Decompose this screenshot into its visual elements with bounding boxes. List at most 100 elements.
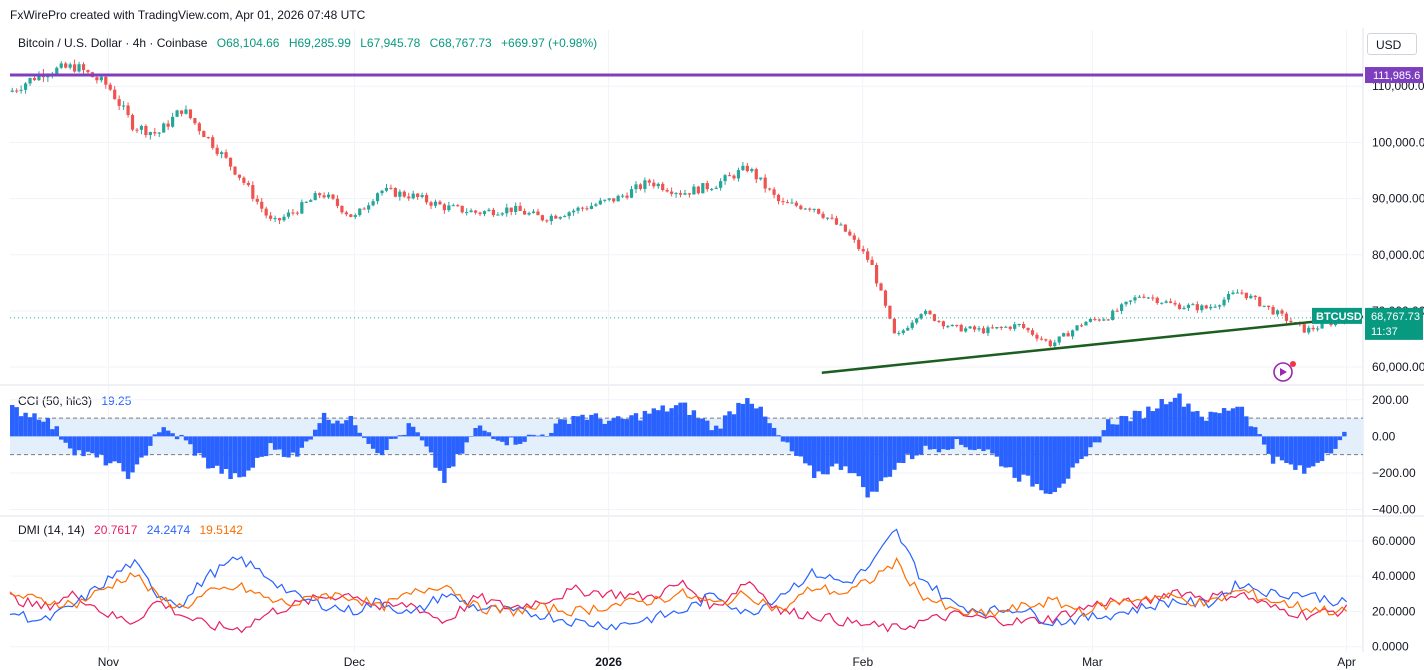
candle-body[interactable]: [995, 327, 999, 329]
candle-body[interactable]: [28, 78, 32, 84]
candle-body[interactable]: [1097, 319, 1101, 321]
candle-body[interactable]: [1226, 293, 1231, 300]
candle-body[interactable]: [692, 186, 696, 195]
candle-body[interactable]: [32, 78, 37, 81]
candle-body[interactable]: [64, 63, 68, 68]
candle-body[interactable]: [309, 200, 313, 202]
candle-body[interactable]: [687, 193, 692, 195]
candle-body[interactable]: [322, 195, 326, 198]
candle-body[interactable]: [558, 216, 562, 219]
candle-body[interactable]: [108, 84, 112, 90]
candle-body[interactable]: [950, 324, 954, 327]
candle-body[interactable]: [358, 208, 362, 216]
candle-body[interactable]: [901, 330, 905, 334]
candle-body[interactable]: [937, 320, 941, 322]
candle-body[interactable]: [1035, 334, 1039, 339]
candle-body[interactable]: [211, 137, 215, 148]
candle-body[interactable]: [981, 328, 986, 334]
candle-body[interactable]: [340, 205, 344, 213]
candle-body[interactable]: [326, 194, 331, 198]
candle-body[interactable]: [652, 182, 656, 187]
candle-body[interactable]: [759, 177, 763, 180]
candle-body[interactable]: [77, 64, 81, 72]
candle-body[interactable]: [233, 166, 237, 175]
candle-body[interactable]: [580, 207, 585, 209]
candle-body[interactable]: [1311, 327, 1315, 330]
candle-body[interactable]: [491, 209, 496, 216]
candle-body[interactable]: [429, 202, 433, 206]
candle-body[interactable]: [424, 195, 429, 203]
candle-body[interactable]: [732, 175, 736, 179]
candle-body[interactable]: [772, 189, 776, 195]
candle-body[interactable]: [148, 132, 152, 136]
candle-body[interactable]: [353, 215, 357, 217]
candle-body[interactable]: [1191, 304, 1195, 306]
candle-body[interactable]: [367, 205, 371, 210]
candle-body[interactable]: [1079, 325, 1084, 327]
candle-body[interactable]: [518, 205, 522, 211]
candle-body[interactable]: [197, 123, 201, 132]
candle-body[interactable]: [86, 70, 90, 73]
candle-body[interactable]: [1258, 297, 1262, 307]
candle-body[interactable]: [509, 207, 513, 212]
candle-body[interactable]: [1008, 326, 1012, 329]
candle-body[interactable]: [1151, 297, 1155, 299]
candle-body[interactable]: [104, 76, 108, 85]
candle-body[interactable]: [616, 195, 620, 202]
candle-body[interactable]: [19, 89, 23, 91]
candle-body[interactable]: [1280, 310, 1284, 314]
candle-body[interactable]: [549, 215, 553, 222]
candle-body[interactable]: [331, 194, 335, 199]
candle-body[interactable]: [389, 187, 393, 189]
candle-body[interactable]: [874, 264, 879, 284]
candle-body[interactable]: [460, 205, 464, 213]
candle-body[interactable]: [300, 202, 304, 214]
candle-body[interactable]: [1213, 306, 1217, 308]
candle-body[interactable]: [162, 123, 166, 133]
candle-body[interactable]: [1142, 296, 1146, 298]
dmi-pane[interactable]: [9, 528, 1348, 634]
candle-body[interactable]: [1316, 328, 1320, 330]
candle-body[interactable]: [1115, 310, 1119, 312]
dmi-series-line[interactable]: [9, 579, 1348, 634]
candle-body[interactable]: [1017, 324, 1021, 326]
candle-body[interactable]: [113, 89, 117, 100]
candle-body[interactable]: [607, 198, 611, 200]
candle-body[interactable]: [456, 205, 460, 207]
dmi-series-line[interactable]: [9, 528, 1348, 631]
candle-body[interactable]: [157, 132, 161, 134]
candle-body[interactable]: [1048, 340, 1052, 347]
candle-body[interactable]: [362, 208, 366, 210]
candle-body[interactable]: [763, 177, 767, 189]
candle-body[interactable]: [670, 191, 674, 194]
candle-body[interactable]: [291, 212, 295, 214]
candle-body[interactable]: [442, 204, 446, 211]
candle-body[interactable]: [153, 132, 157, 134]
candle-body[interactable]: [206, 137, 210, 139]
candle-body[interactable]: [910, 322, 914, 328]
candle-body[interactable]: [1102, 319, 1106, 321]
candle-body[interactable]: [1120, 304, 1124, 312]
candle-body[interactable]: [344, 212, 348, 215]
candle-body[interactable]: [1075, 325, 1079, 331]
candle-body[interactable]: [848, 231, 852, 236]
candle-body[interactable]: [990, 327, 995, 329]
candle-body[interactable]: [812, 208, 816, 210]
candle-body[interactable]: [638, 184, 643, 189]
candle-body[interactable]: [1111, 310, 1115, 321]
candle-body[interactable]: [527, 213, 531, 215]
candle-body[interactable]: [15, 90, 19, 92]
candle-body[interactable]: [1030, 330, 1035, 335]
candle-body[interactable]: [246, 182, 250, 186]
candle-body[interactable]: [843, 224, 847, 232]
candle-body[interactable]: [883, 290, 888, 306]
candle-body[interactable]: [318, 193, 322, 196]
candle-body[interactable]: [438, 201, 442, 205]
candle-body[interactable]: [1240, 292, 1244, 294]
candle-body[interactable]: [269, 215, 273, 219]
candle-body[interactable]: [625, 195, 629, 198]
candle-body[interactable]: [594, 204, 598, 206]
candle-body[interactable]: [469, 210, 473, 213]
candle-body[interactable]: [487, 209, 491, 212]
candle-body[interactable]: [1137, 296, 1142, 298]
